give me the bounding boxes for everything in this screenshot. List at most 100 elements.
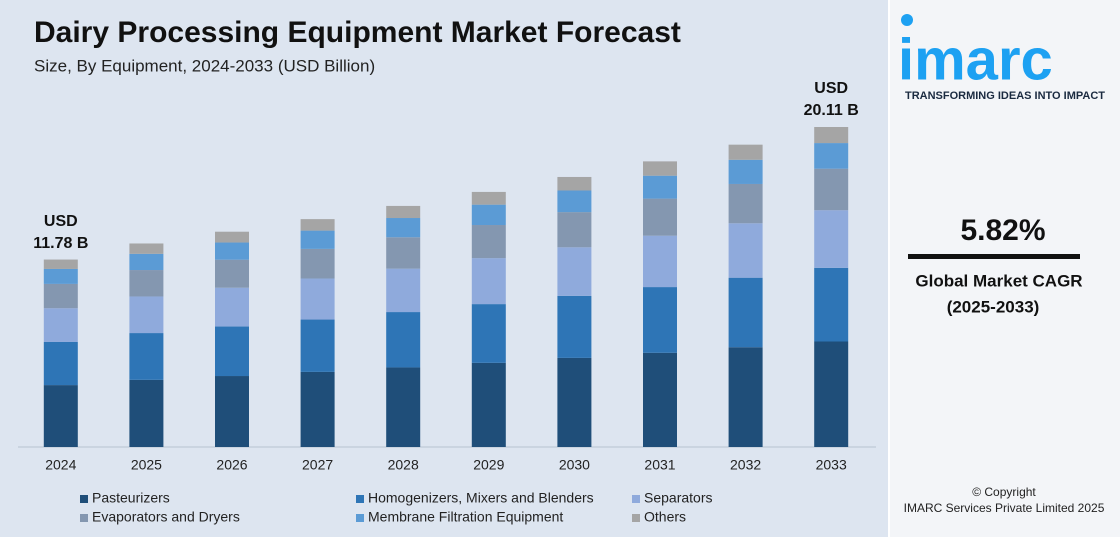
annotation: USD: [44, 213, 78, 230]
bar-segment: [643, 352, 677, 447]
chart-title: Dairy Processing Equipment Market Foreca…: [34, 16, 681, 49]
bar-segment: [386, 268, 421, 313]
x-tick-label: 2030: [559, 457, 590, 473]
legend-label: Evaporators and Dryers: [92, 509, 240, 525]
x-tick-label: 2031: [644, 457, 675, 473]
bar-segment: [471, 304, 506, 363]
bar-segment: [129, 270, 164, 297]
bar-segment: [471, 191, 506, 205]
bar-segment: [129, 296, 164, 334]
bar-segment: [43, 268, 78, 284]
bar-segment: [129, 333, 164, 380]
bar-segment: [129, 253, 164, 271]
bar-segment: [215, 242, 249, 260]
annotation: 20.11 B: [804, 102, 859, 119]
x-tick-label: 2029: [473, 457, 504, 473]
bar-segment: [300, 230, 335, 249]
bar-segment: [386, 367, 421, 447]
bar-segment: [643, 175, 677, 199]
bar-segment: [643, 235, 677, 288]
logo: imarc: [898, 27, 1053, 92]
side-panel: [890, 0, 1120, 537]
bar-segment: [43, 283, 78, 309]
bar-segment: [300, 248, 335, 279]
bar-segment: [300, 371, 335, 447]
bar-segment: [129, 243, 164, 254]
bar-segment: [814, 127, 849, 144]
bar-segment: [43, 308, 78, 342]
legend-swatch: [632, 495, 640, 503]
bar-segment: [300, 278, 335, 320]
bar-segment: [471, 225, 506, 259]
bar-segment: [643, 161, 677, 176]
bar-segment: [728, 223, 763, 278]
bar-segment: [471, 362, 506, 447]
bar-segment: [300, 219, 335, 231]
bar-segment: [728, 277, 763, 348]
legend-swatch: [632, 514, 640, 522]
bar-segment: [215, 326, 249, 377]
x-tick-label: 2024: [45, 457, 76, 473]
bar-segment: [471, 258, 506, 305]
bar-segment: [728, 347, 763, 447]
chart-subtitle: Size, By Equipment, 2024-2033 (USD Billi…: [34, 56, 375, 75]
bar-segment: [643, 198, 677, 236]
bar-segment: [814, 267, 849, 342]
legend-swatch: [356, 495, 364, 503]
bar-segment: [557, 247, 592, 296]
bar-segment: [728, 159, 763, 184]
company: IMARC Services Private Limited 2025: [904, 501, 1105, 515]
bar-segment: [215, 231, 249, 243]
bar-segment: [300, 319, 335, 372]
bar-segment: [728, 144, 763, 160]
bar-segment: [557, 176, 592, 191]
x-tick-label: 2028: [388, 457, 419, 473]
bar-segment: [557, 295, 592, 358]
x-tick-label: 2033: [816, 457, 847, 473]
bar-segment: [643, 287, 677, 353]
bar-segment: [386, 237, 421, 269]
cagr-label: Global Market CAGR: [915, 271, 1082, 290]
logo-dot: [901, 14, 913, 26]
annotation: 11.78 B: [33, 235, 88, 252]
cagr-period: (2025-2033): [947, 297, 1040, 316]
legend-label: Others: [644, 509, 686, 525]
bar-segment: [728, 183, 763, 224]
bar-segment: [215, 259, 249, 288]
bar-segment: [814, 143, 849, 169]
bar-segment: [557, 190, 592, 213]
bar-segment: [129, 379, 164, 447]
x-tick-label: 2026: [216, 457, 247, 473]
x-tick-label: 2025: [131, 457, 162, 473]
legend-swatch: [80, 514, 88, 522]
bar-segment: [814, 210, 849, 268]
bar-segment: [43, 341, 78, 386]
bar-segment: [386, 205, 421, 219]
legend-swatch: [356, 514, 364, 522]
legend-swatch: [80, 495, 88, 503]
bar-segment: [43, 259, 78, 269]
cagr-value: 5.82%: [960, 214, 1045, 247]
legend-label: Homogenizers, Mixers and Blenders: [368, 490, 594, 506]
legend-label: Pasteurizers: [92, 490, 170, 506]
x-tick-label: 2032: [730, 457, 761, 473]
bar-segment: [814, 341, 849, 447]
bar-segment: [215, 287, 249, 327]
bar-segment: [557, 212, 592, 248]
bar-segment: [814, 168, 849, 211]
x-tick-label: 2027: [302, 457, 333, 473]
bar-segment: [43, 385, 78, 447]
bar-segment: [215, 376, 249, 447]
cagr-divider: [908, 254, 1080, 259]
tagline: TRANSFORMING IDEAS INTO IMPACT: [905, 90, 1105, 102]
bar-segment: [471, 204, 506, 226]
bar-segment: [557, 357, 592, 447]
copyright: © Copyright: [972, 485, 1036, 499]
legend-label: Membrane Filtration Equipment: [368, 509, 563, 525]
legend-label: Separators: [644, 490, 712, 506]
bar-segment: [386, 312, 421, 368]
bar-segment: [386, 218, 421, 238]
annotation: USD: [814, 80, 848, 97]
